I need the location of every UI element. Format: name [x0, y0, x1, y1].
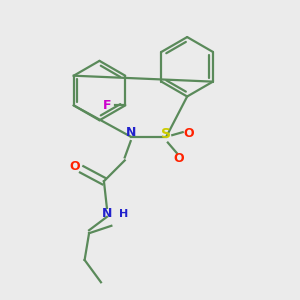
Text: H: H — [118, 209, 128, 219]
Text: S: S — [161, 127, 171, 141]
Text: O: O — [173, 152, 184, 165]
Text: O: O — [183, 127, 194, 140]
Text: F: F — [103, 99, 112, 112]
Text: N: N — [125, 126, 136, 139]
Text: N: N — [102, 207, 112, 220]
Text: O: O — [70, 160, 80, 173]
